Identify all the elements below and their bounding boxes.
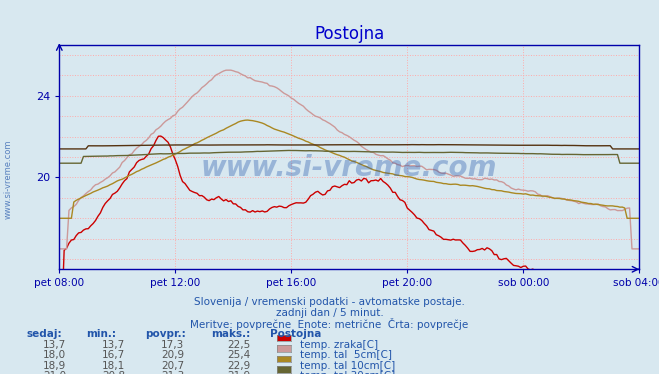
Text: www.si-vreme.com: www.si-vreme.com [201, 154, 498, 182]
Text: temp. tal 10cm[C]: temp. tal 10cm[C] [300, 361, 395, 371]
Text: 18,1: 18,1 [102, 361, 125, 371]
Text: Postojna: Postojna [270, 329, 322, 339]
Text: 16,7: 16,7 [102, 350, 125, 360]
Text: 13,7: 13,7 [102, 340, 125, 350]
Text: Meritve: povprečne  Enote: metrične  Črta: povprečje: Meritve: povprečne Enote: metrične Črta:… [190, 318, 469, 330]
Text: 20,7: 20,7 [161, 361, 185, 371]
Text: temp. tal 30cm[C]: temp. tal 30cm[C] [300, 371, 395, 374]
Text: 20,8: 20,8 [102, 371, 125, 374]
Text: 18,9: 18,9 [43, 361, 66, 371]
Text: www.si-vreme.com: www.si-vreme.com [3, 140, 13, 219]
Text: povpr.:: povpr.: [145, 329, 186, 339]
Text: temp. tal  5cm[C]: temp. tal 5cm[C] [300, 350, 392, 360]
Text: maks.:: maks.: [211, 329, 250, 339]
Text: 22,5: 22,5 [227, 340, 250, 350]
Text: temp. zraka[C]: temp. zraka[C] [300, 340, 378, 350]
Text: 21,3: 21,3 [161, 371, 185, 374]
Text: 21,0: 21,0 [43, 371, 66, 374]
Title: Postojna: Postojna [314, 25, 384, 43]
Text: 21,9: 21,9 [227, 371, 250, 374]
Text: min.:: min.: [86, 329, 116, 339]
Text: sedaj:: sedaj: [26, 329, 62, 339]
Text: zadnji dan / 5 minut.: zadnji dan / 5 minut. [275, 308, 384, 318]
Text: 17,3: 17,3 [161, 340, 185, 350]
Text: Slovenija / vremenski podatki - avtomatske postaje.: Slovenija / vremenski podatki - avtomats… [194, 297, 465, 307]
Text: 20,9: 20,9 [161, 350, 185, 360]
Text: 25,4: 25,4 [227, 350, 250, 360]
Text: 18,0: 18,0 [43, 350, 66, 360]
Text: 22,9: 22,9 [227, 361, 250, 371]
Text: 13,7: 13,7 [43, 340, 66, 350]
